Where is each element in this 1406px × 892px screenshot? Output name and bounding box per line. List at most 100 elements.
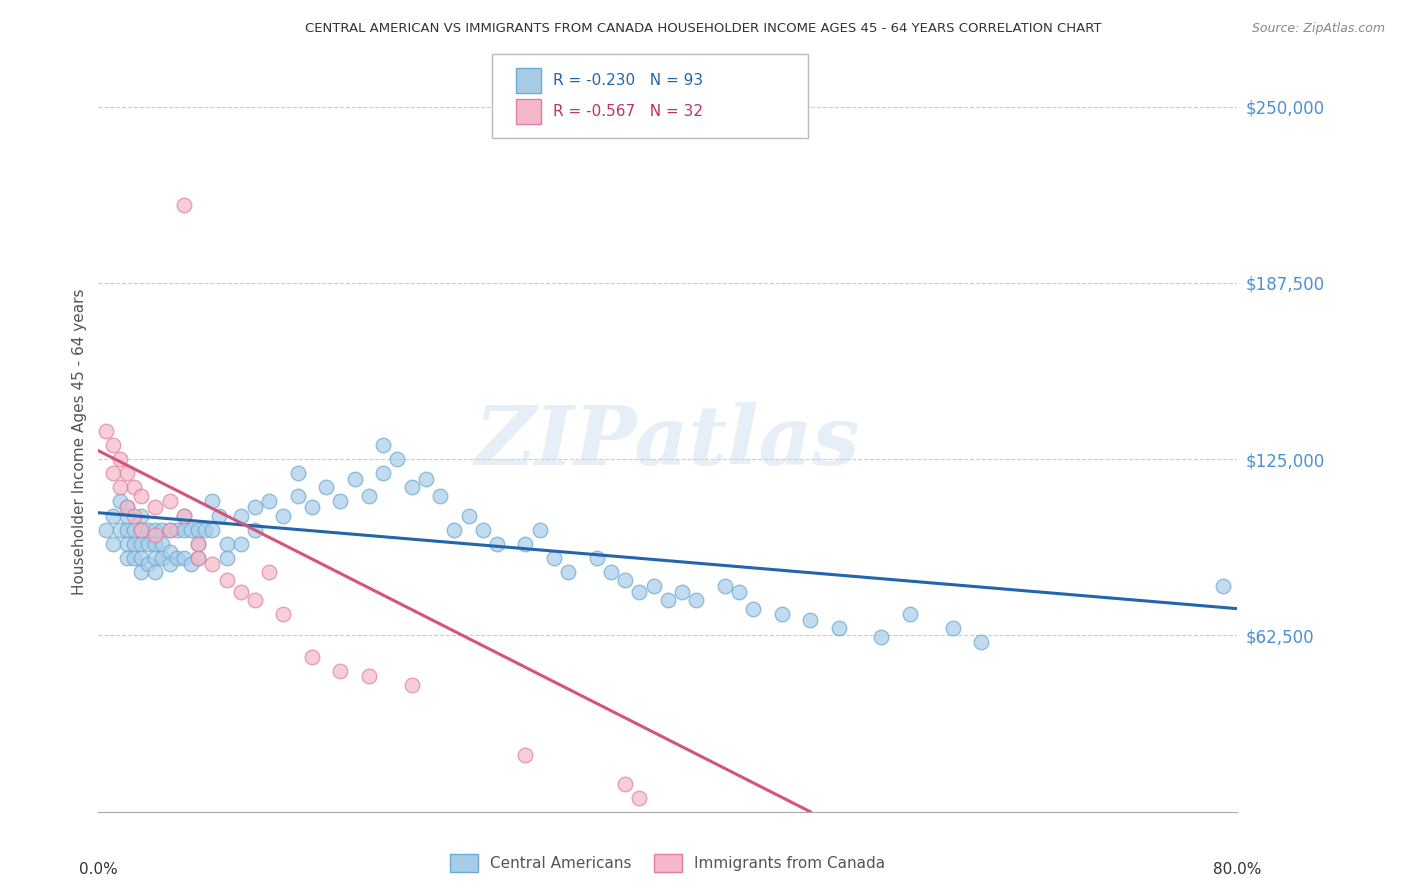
Point	[166, 550, 188, 565]
Point	[173, 550, 195, 565]
Point	[243, 500, 266, 515]
Point	[122, 523, 145, 537]
Point	[115, 523, 138, 537]
Point	[145, 537, 167, 551]
Point	[159, 494, 181, 508]
Point	[614, 574, 637, 588]
Point	[373, 467, 395, 481]
Point	[115, 508, 138, 523]
Point	[243, 523, 266, 537]
Point	[273, 508, 295, 523]
Point	[115, 500, 138, 515]
Point	[273, 607, 295, 622]
Point	[471, 523, 494, 537]
Point	[129, 550, 152, 565]
Point	[457, 508, 479, 523]
Point	[173, 508, 195, 523]
Point	[215, 550, 238, 565]
Point	[136, 523, 159, 537]
Point	[643, 579, 665, 593]
Point	[129, 489, 152, 503]
Point	[401, 480, 423, 494]
Point	[145, 500, 167, 515]
Point	[180, 557, 202, 571]
Point	[94, 424, 117, 438]
Point	[145, 565, 167, 579]
Point	[145, 528, 167, 542]
Legend: Central Americans, Immigrants from Canada: Central Americans, Immigrants from Canad…	[444, 848, 891, 878]
Point	[136, 557, 159, 571]
Point	[201, 557, 224, 571]
Point	[129, 523, 152, 537]
Point	[187, 550, 209, 565]
Point	[115, 500, 138, 515]
Point	[187, 550, 209, 565]
Point	[201, 494, 224, 508]
Text: 80.0%: 80.0%	[1213, 863, 1261, 878]
Point	[343, 472, 366, 486]
Point	[259, 494, 281, 508]
Point	[315, 480, 337, 494]
Point	[215, 537, 238, 551]
Text: Source: ZipAtlas.com: Source: ZipAtlas.com	[1251, 22, 1385, 36]
Point	[166, 523, 188, 537]
Point	[585, 550, 607, 565]
Point	[1212, 579, 1234, 593]
Point	[129, 537, 152, 551]
Point	[152, 550, 174, 565]
Point	[115, 537, 138, 551]
Point	[515, 748, 537, 763]
Point	[115, 550, 138, 565]
Point	[628, 790, 651, 805]
Point	[187, 537, 209, 551]
Point	[94, 523, 117, 537]
Point	[208, 508, 231, 523]
Point	[229, 537, 252, 551]
Point	[159, 523, 181, 537]
Point	[159, 523, 181, 537]
Point	[145, 550, 167, 565]
Point	[301, 500, 323, 515]
Point	[136, 537, 159, 551]
Point	[443, 523, 465, 537]
Point	[614, 776, 637, 790]
Point	[115, 467, 138, 481]
Point	[201, 523, 224, 537]
Point	[714, 579, 737, 593]
Point	[108, 480, 131, 494]
Point	[129, 523, 152, 537]
Point	[415, 472, 437, 486]
Point	[970, 635, 993, 649]
Point	[101, 467, 124, 481]
Point	[543, 550, 565, 565]
Point	[187, 537, 209, 551]
Point	[357, 489, 380, 503]
Point	[173, 523, 195, 537]
Point	[108, 494, 131, 508]
Point	[101, 537, 124, 551]
Point	[685, 593, 707, 607]
Point	[187, 523, 209, 537]
Point	[108, 452, 131, 467]
Point	[329, 494, 352, 508]
Point	[600, 565, 623, 579]
Text: ZIPatlas: ZIPatlas	[475, 401, 860, 482]
Point	[129, 508, 152, 523]
Point	[122, 508, 145, 523]
Point	[373, 438, 395, 452]
Point	[387, 452, 409, 467]
Point	[942, 621, 965, 635]
Point	[243, 593, 266, 607]
Text: 0.0%: 0.0%	[79, 863, 118, 878]
Point	[152, 537, 174, 551]
Point	[229, 508, 252, 523]
Text: R = -0.230   N = 93: R = -0.230 N = 93	[553, 73, 703, 87]
Point	[108, 523, 131, 537]
Point	[101, 508, 124, 523]
Point	[215, 574, 238, 588]
Point	[557, 565, 579, 579]
Y-axis label: Householder Income Ages 45 - 64 years: Householder Income Ages 45 - 64 years	[72, 288, 87, 595]
Point	[301, 649, 323, 664]
Point	[152, 523, 174, 537]
Point	[287, 489, 309, 503]
